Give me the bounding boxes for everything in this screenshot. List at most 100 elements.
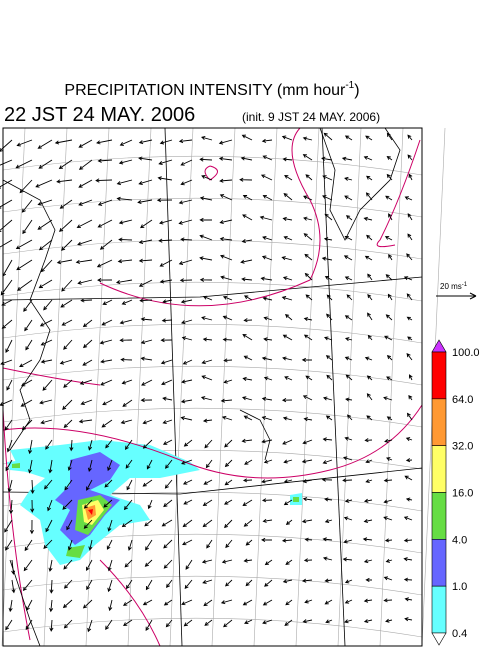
wind-vector [119,139,133,146]
wind-vector [158,159,173,165]
wind-vector [140,398,153,403]
colorbar-label: 64.0 [452,394,473,406]
wind-vector [303,417,313,422]
wind-vector [140,339,153,345]
wind-vector [125,459,133,469]
wind-vector [146,459,153,470]
wind-vector [282,439,293,445]
wind-vector [24,319,33,332]
colorbar-label: 16.0 [452,488,473,500]
wind-vector [367,312,373,321]
wind-vector [138,258,153,263]
wind-vector [223,358,233,363]
latitude-line [2,365,423,386]
wind-vector [261,138,273,143]
wind-vector [303,195,313,201]
wind-vector [408,374,413,381]
wind-vector [385,618,393,623]
wind-vector [117,259,133,264]
wind-vector [345,397,353,402]
wind-vector [83,499,93,509]
wind-vector [242,599,253,606]
wind-vector [241,277,253,282]
wind-vector [263,376,273,381]
wind-vector [127,539,133,551]
wind-vector [263,337,273,342]
wind-vector [202,295,213,301]
longitude-line [43,127,68,647]
wind-vector [259,215,273,221]
wind-vector [97,219,113,228]
wind-vector [403,516,413,521]
boundary-line [2,276,423,301]
wind-vector [69,439,74,452]
wind-vector [304,599,313,604]
wind-vector [324,497,333,502]
wind-vector [262,599,273,606]
wind-vector [22,219,33,235]
wind-vector [326,374,333,381]
wind-vector [342,557,353,562]
wind-vector [403,577,413,582]
wind-vector [137,199,153,205]
wind-vector [138,179,153,185]
wind-vector [121,519,133,528]
wind-vector [363,559,373,564]
wind-vector [86,479,93,491]
wind-vector [100,359,113,364]
wind-vector [387,293,393,301]
wind-vector [63,379,73,388]
wind-vector [241,396,253,401]
wind-vector [282,216,293,221]
wind-vector [183,439,193,447]
wind-vector [346,414,353,421]
wind-vector [363,518,373,524]
wind-vector [102,399,113,406]
wind-vector [20,399,33,407]
wind-vector [262,518,273,523]
wind-vector [363,619,373,624]
wind-vector [124,559,133,568]
wind-vector [202,337,213,342]
wind-vector [182,479,193,485]
wind-vector [302,136,313,141]
wind-vector [6,379,13,391]
wind-vector [87,459,93,473]
wind-vector [344,276,353,281]
wind-vector [304,272,313,281]
wind-vector [224,519,233,529]
wind-vector [140,317,153,322]
wind-vector [182,359,193,365]
wind-vector [201,316,213,321]
wind-vector [406,412,413,421]
wind-vector [201,559,213,564]
wind-vector [322,537,333,542]
wind-vector [262,236,273,241]
wind-vector [206,539,213,549]
wind-vector [284,313,293,321]
wind-vector [303,216,313,221]
wind-vector [67,459,73,471]
wind-vector [121,299,133,305]
wind-vector [219,178,233,183]
wind-vector [405,458,413,463]
latitude-line [2,281,423,302]
wind-vector [344,599,353,604]
wind-vector [264,559,273,566]
wind-vector [261,396,273,401]
wind-vector [83,519,93,529]
longitude-line [211,127,236,647]
wind-vector [325,619,333,624]
wind-vector [261,356,273,361]
wind-vector [283,459,293,464]
wind-vector [79,379,93,385]
wind-vector [21,379,33,387]
title-main: PRECIPITATION INTENSITY (mm hour [64,82,346,99]
wind-vector [178,139,193,144]
wind-vector [180,159,193,166]
wind-vector [61,279,73,292]
wind-vector [202,499,213,507]
wind-vector [221,415,233,421]
pressure-contour [376,139,421,248]
wind-vector [386,416,393,421]
